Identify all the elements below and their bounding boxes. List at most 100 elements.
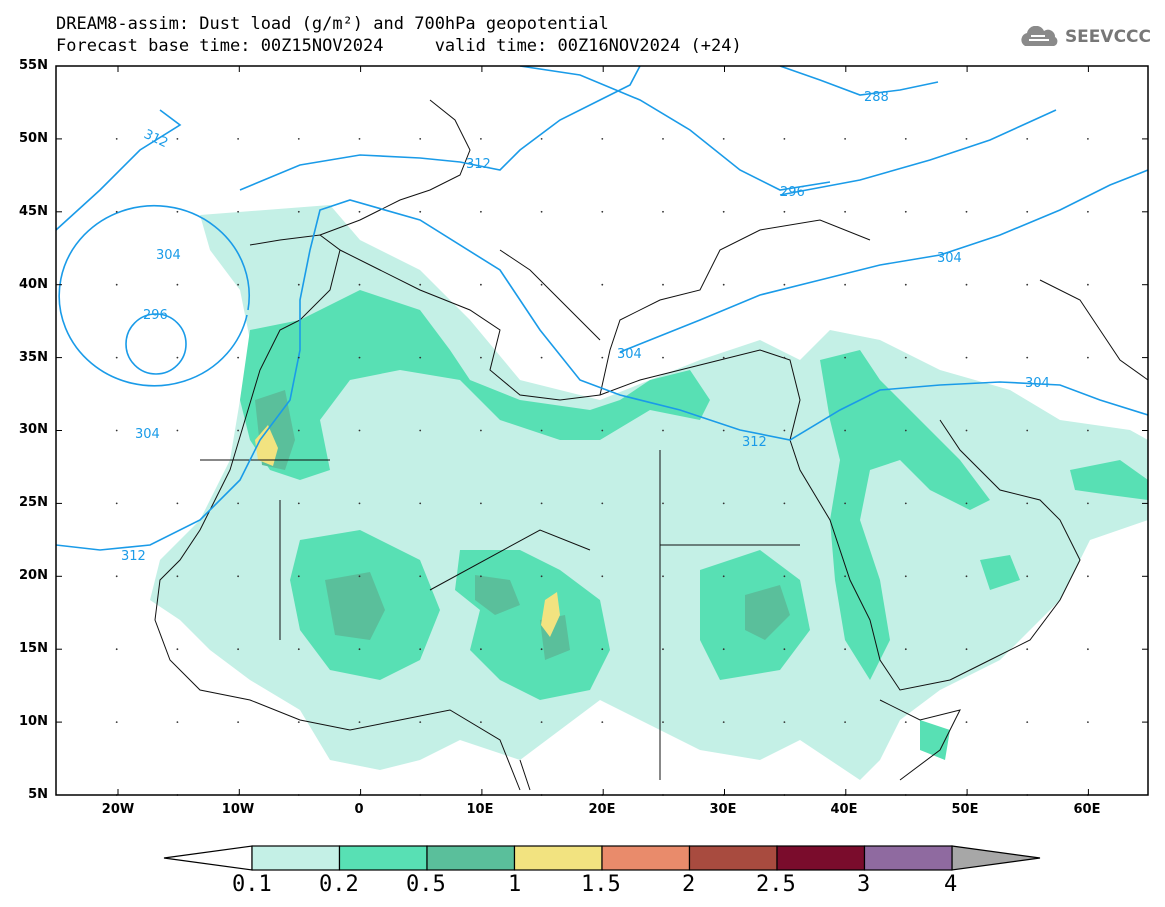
graticule-dot: [844, 721, 846, 723]
graticule-dot: [237, 721, 240, 723]
graticule-dot: [540, 138, 543, 140]
graticule-dot: [662, 429, 664, 432]
graticule-dot: [662, 575, 664, 578]
graticule-dot: [115, 429, 118, 432]
lat-label: 10N: [19, 714, 48, 729]
graticule-dot: [1026, 575, 1029, 578]
lat-label: 15N: [19, 641, 48, 656]
graticule-dot: [480, 721, 482, 723]
graticule-dot: [601, 648, 604, 651]
cloud-icon: [1021, 26, 1058, 46]
graticule-dot: [904, 575, 907, 578]
graticule-dot: [1026, 138, 1029, 140]
graticule-dot: [1087, 429, 1089, 432]
graticule-dot: [297, 429, 300, 432]
graticule-dot: [783, 210, 786, 213]
lat-label: 20N: [19, 568, 48, 583]
graticule-dot: [237, 138, 240, 140]
contour-label: 296: [143, 308, 168, 323]
graticule-dot: [419, 575, 422, 578]
graticule-dot: [722, 648, 725, 651]
lon-label: 40E: [830, 802, 858, 817]
graticule-dot: [419, 502, 422, 505]
graticule-dot: [1087, 138, 1089, 140]
graticule-dot: [480, 138, 482, 140]
graticule-dot: [722, 356, 725, 359]
colorbar-swatch: [601, 845, 691, 871]
colorbar-swatch: [251, 845, 341, 871]
graticule-dot: [1087, 575, 1089, 578]
lon-label: 30E: [709, 802, 737, 817]
lat-label: 50N: [19, 131, 48, 146]
graticule-dot: [783, 429, 786, 432]
graticule-dot: [783, 575, 786, 578]
lat-label: 55N: [19, 58, 48, 73]
graticule-dot: [1087, 356, 1089, 359]
graticule-dot: [176, 648, 179, 651]
colorbar-swatch: [426, 845, 516, 871]
geopotential-contours: [56, 66, 1148, 551]
seevccc-logo: SEEVCCC: [1017, 26, 1151, 48]
graticule-dot: [1087, 502, 1089, 505]
lon-label: 50E: [951, 802, 979, 817]
graticule-dot: [783, 356, 786, 359]
graticule-dot: [419, 210, 422, 213]
graticule-dot: [1087, 210, 1089, 213]
graticule-dot: [419, 138, 422, 140]
graticule-dot: [540, 210, 543, 213]
graticule-dot: [601, 721, 604, 723]
graticule-dot: [844, 648, 846, 651]
graticule-dot: [419, 648, 422, 651]
graticule-dot: [965, 138, 968, 140]
graticule-dot: [176, 575, 179, 578]
lat-label: 45N: [19, 204, 48, 219]
colorbar-left-arrow: [163, 845, 253, 871]
graticule-dot: [237, 429, 240, 432]
graticule-dot: [115, 210, 118, 213]
graticule-dot: [1026, 429, 1029, 432]
graticule-dot: [115, 283, 118, 286]
graticule-dot: [722, 721, 725, 723]
graticule-dot: [904, 648, 907, 651]
graticule-dot: [965, 283, 968, 286]
graticule-dot: [297, 283, 300, 286]
colorbar: [163, 845, 1041, 871]
graticule-dot: [540, 721, 543, 723]
graticule-dot: [480, 575, 482, 578]
graticule-dot: [480, 502, 482, 505]
graticule-dot: [662, 210, 664, 213]
colorbar-tick: 2.5: [756, 872, 796, 897]
graticule-dot: [480, 648, 482, 651]
graticule-dot: [662, 648, 664, 651]
graticule-dot: [358, 429, 361, 432]
lon-label: 20E: [588, 802, 616, 817]
graticule-dot: [904, 429, 907, 432]
graticule-dot: [904, 283, 907, 286]
graticule-dot: [722, 210, 725, 213]
graticule-dot: [115, 502, 118, 505]
graticule-dot: [662, 138, 664, 140]
contour-label: 288: [864, 90, 889, 105]
graticule-dot: [358, 575, 361, 578]
graticule-dot: [237, 356, 240, 359]
graticule-dot: [601, 138, 604, 140]
graticule-dot: [722, 138, 725, 140]
graticule-dot: [176, 429, 179, 432]
graticule-dot: [297, 138, 300, 140]
graticule-dot: [783, 138, 786, 140]
graticule-dot: [601, 502, 604, 505]
lon-label: 10E: [466, 802, 494, 817]
colorbar-swatch: [688, 845, 778, 871]
colorbar-tick: 0.2: [319, 872, 359, 897]
graticule-dot: [783, 502, 786, 505]
graticule-dot: [540, 575, 543, 578]
graticule-dot: [176, 721, 179, 723]
colorbar-tick: 4: [944, 872, 958, 897]
colorbar-tick: 1.5: [581, 872, 621, 897]
graticule-dot: [722, 283, 725, 286]
graticule-dot: [540, 502, 543, 505]
graticule-dot: [965, 356, 968, 359]
graticule-dot: [358, 648, 361, 651]
graticule-dot: [662, 502, 664, 505]
